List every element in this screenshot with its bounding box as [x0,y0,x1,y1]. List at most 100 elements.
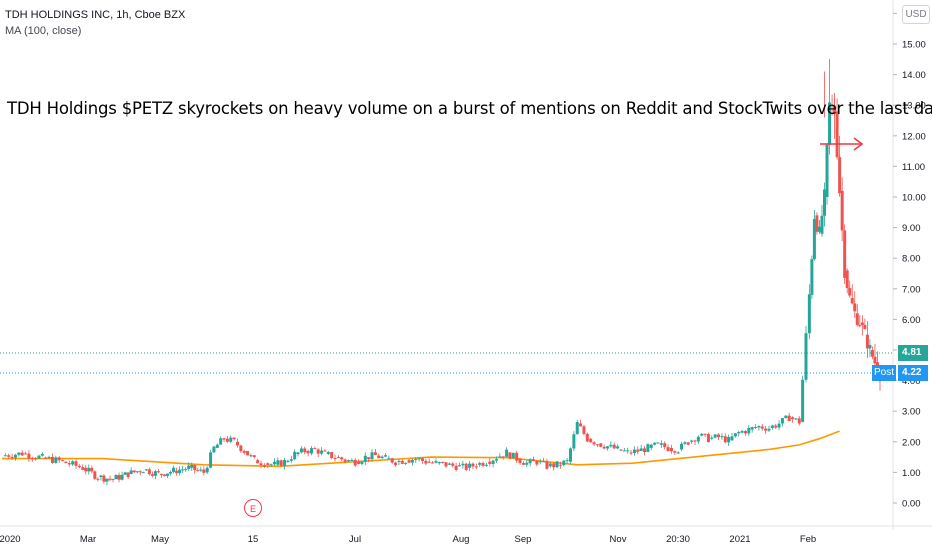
candle-body [870,350,874,357]
candle-body [190,464,194,468]
candle-body [825,144,829,197]
candle-body [680,443,684,450]
indicator-label[interactable]: MA (100, close) [5,25,82,37]
candle-body [61,460,65,462]
candle-body [471,463,475,467]
candle-body [495,459,499,461]
x-tick-label: Aug [453,534,470,545]
candle-body [96,478,100,480]
candle-body [123,472,127,475]
candle-body [468,463,472,468]
candle-body [572,434,576,449]
candle-body [126,472,130,478]
candle-body [162,474,166,476]
candle-body [37,455,41,459]
y-tick-label: 14.00 [902,70,926,81]
candle-body [153,471,157,476]
candle-body [309,448,313,454]
candle-body [683,442,687,444]
candle-body [743,431,747,434]
symbol-title[interactable]: TDH HOLDINGS INC, 1h, Cboe BZX [5,9,186,21]
candle-body [269,464,273,466]
candle-body [710,437,714,439]
candle-body [232,437,236,440]
x-tick-label: Jul [349,534,361,545]
y-tick-label: 2.00 [902,437,921,448]
candle-body [855,313,859,326]
y-tick-label: 6.00 [902,315,921,326]
candle-body [81,467,85,470]
y-tick-label: 11.00 [902,162,925,173]
candle-body [296,452,300,455]
candle-body [293,451,297,460]
candle-body [797,418,801,424]
candle-body [592,442,596,445]
candle-body [390,458,394,463]
candle-body [64,461,68,464]
candle-body [454,465,458,470]
candle-body [760,426,764,429]
candle-body [437,461,441,464]
candle-body [323,450,327,452]
earnings-marker[interactable]: E [244,499,262,517]
candle-body [478,463,482,465]
candle-body [777,423,781,428]
candle-body [511,452,515,459]
candle-body [696,436,700,442]
candle-body [30,458,34,460]
x-tick-label: Feb [800,534,816,545]
candle-body [643,448,647,453]
candle-body [585,433,589,442]
candle-body [262,465,266,467]
candle-body [272,461,276,465]
candle-body [283,459,287,466]
price-levels [0,352,893,374]
candles [3,59,882,486]
candle-body [484,464,488,466]
candle-body [24,453,28,455]
candle-body [193,464,197,471]
time-axis[interactable]: 2020 Mar May 15 Jul Aug Sep Nov 20:30 2021 Feb [0,525,932,545]
candle-body [807,294,811,334]
candle-body [461,463,465,466]
candle-body [150,474,154,476]
candle-body [377,455,381,459]
candle-body [649,444,653,448]
candle-body [20,452,24,456]
candle-body [727,436,731,443]
candle-body [602,446,606,449]
post-market-label: Post [872,365,896,381]
candle-body [774,425,778,428]
y-tick-label: 10.00 [902,193,926,204]
candle-body [209,452,213,468]
candle-body [690,440,694,442]
candle-body [659,443,663,445]
candle-body [117,475,121,480]
x-tick-label: 2021 [729,534,750,545]
candle-body [646,444,650,453]
candle-body [424,460,428,464]
candle-body [464,463,468,470]
candle-body [54,457,58,463]
candle-body [199,469,203,471]
candle-body [357,461,361,464]
candle-body [252,455,256,458]
candle-body [555,461,559,468]
candle-body [17,452,21,455]
candle-body [187,465,191,470]
candle-body [595,444,599,446]
candle-body [686,442,690,445]
currency-button[interactable]: USD [902,5,930,24]
candle-body [569,448,573,462]
candle-body [669,447,673,452]
candle-body [400,460,404,464]
candle-body [50,456,54,463]
y-tick-label: 9.00 [902,223,921,234]
candle-body [114,475,118,480]
price-axis[interactable]: 0.001.002.003.004.005.006.007.008.009.00… [892,0,926,530]
y-tick-label: 1.00 [902,468,921,479]
candle-body [873,356,877,364]
y-tick-label: 13.00 [902,101,926,112]
x-tick-label: 20:30 [666,534,690,545]
